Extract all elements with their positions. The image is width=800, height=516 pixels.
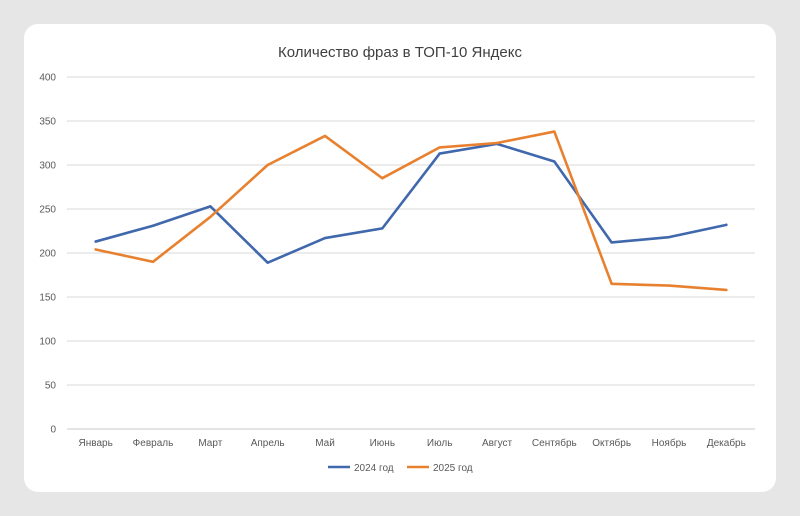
y-tick-label: 50 (45, 381, 57, 392)
legend-label: 2024 год (354, 463, 394, 474)
data-point (610, 241, 613, 244)
data-point (381, 227, 384, 230)
data-point (438, 146, 441, 149)
data-point (438, 152, 441, 155)
data-point (266, 163, 269, 167)
data-point (266, 261, 269, 264)
y-tick-label: 100 (39, 337, 56, 348)
series-line-2 (94, 130, 728, 292)
y-axis-ticks: 0 50 100 150 200 250 300 350 400 (39, 73, 56, 436)
x-tick-label: Июль (427, 438, 453, 449)
data-point (151, 260, 155, 263)
y-tick-label: 250 (39, 205, 56, 216)
y-tick-label: 400 (39, 73, 56, 84)
data-point (553, 160, 556, 163)
data-point (209, 215, 212, 219)
y-tick-label: 200 (39, 249, 56, 260)
data-point (495, 141, 499, 145)
series-line-1 (94, 142, 728, 264)
x-tick-label: Апрель (251, 438, 285, 449)
chart-card (24, 24, 776, 492)
x-tick-label: Июнь (370, 438, 395, 449)
data-point (323, 134, 327, 138)
x-tick-label: Август (482, 438, 513, 449)
legend: 2024 год 2025 год (328, 463, 473, 474)
y-tick-label: 0 (50, 425, 56, 436)
data-point (725, 288, 728, 292)
x-tick-label: Май (315, 438, 335, 449)
y-tick-label: 350 (39, 117, 56, 128)
data-point (94, 248, 97, 251)
x-tick-label: Март (198, 438, 222, 449)
data-point (209, 205, 212, 208)
x-tick-label: Ноябрь (652, 437, 687, 449)
series-lines (94, 130, 728, 292)
x-tick-label: Февраль (133, 438, 174, 449)
data-point (151, 224, 155, 227)
gridlines (67, 76, 755, 430)
data-point (667, 284, 671, 287)
y-tick-label: 300 (39, 161, 56, 172)
legend-label: 2025 год (433, 463, 473, 474)
x-tick-label: Январь (79, 438, 113, 449)
data-point (381, 177, 384, 180)
x-axis-ticks: Январь Февраль Март Апрель Май Июнь Июль Август… (79, 437, 746, 449)
x-tick-label: Декабрь (707, 437, 746, 449)
data-point (94, 240, 97, 243)
data-point (323, 236, 327, 240)
x-tick-label: Сентябрь (532, 437, 577, 449)
x-tick-label: Октябрь (592, 437, 631, 449)
data-point (667, 235, 671, 239)
data-point (610, 282, 613, 285)
data-point (725, 223, 728, 227)
data-point (553, 130, 556, 133)
chart-title: Количество фраз в ТОП-10 Яндекс (278, 44, 522, 61)
y-tick-label: 150 (39, 293, 56, 304)
